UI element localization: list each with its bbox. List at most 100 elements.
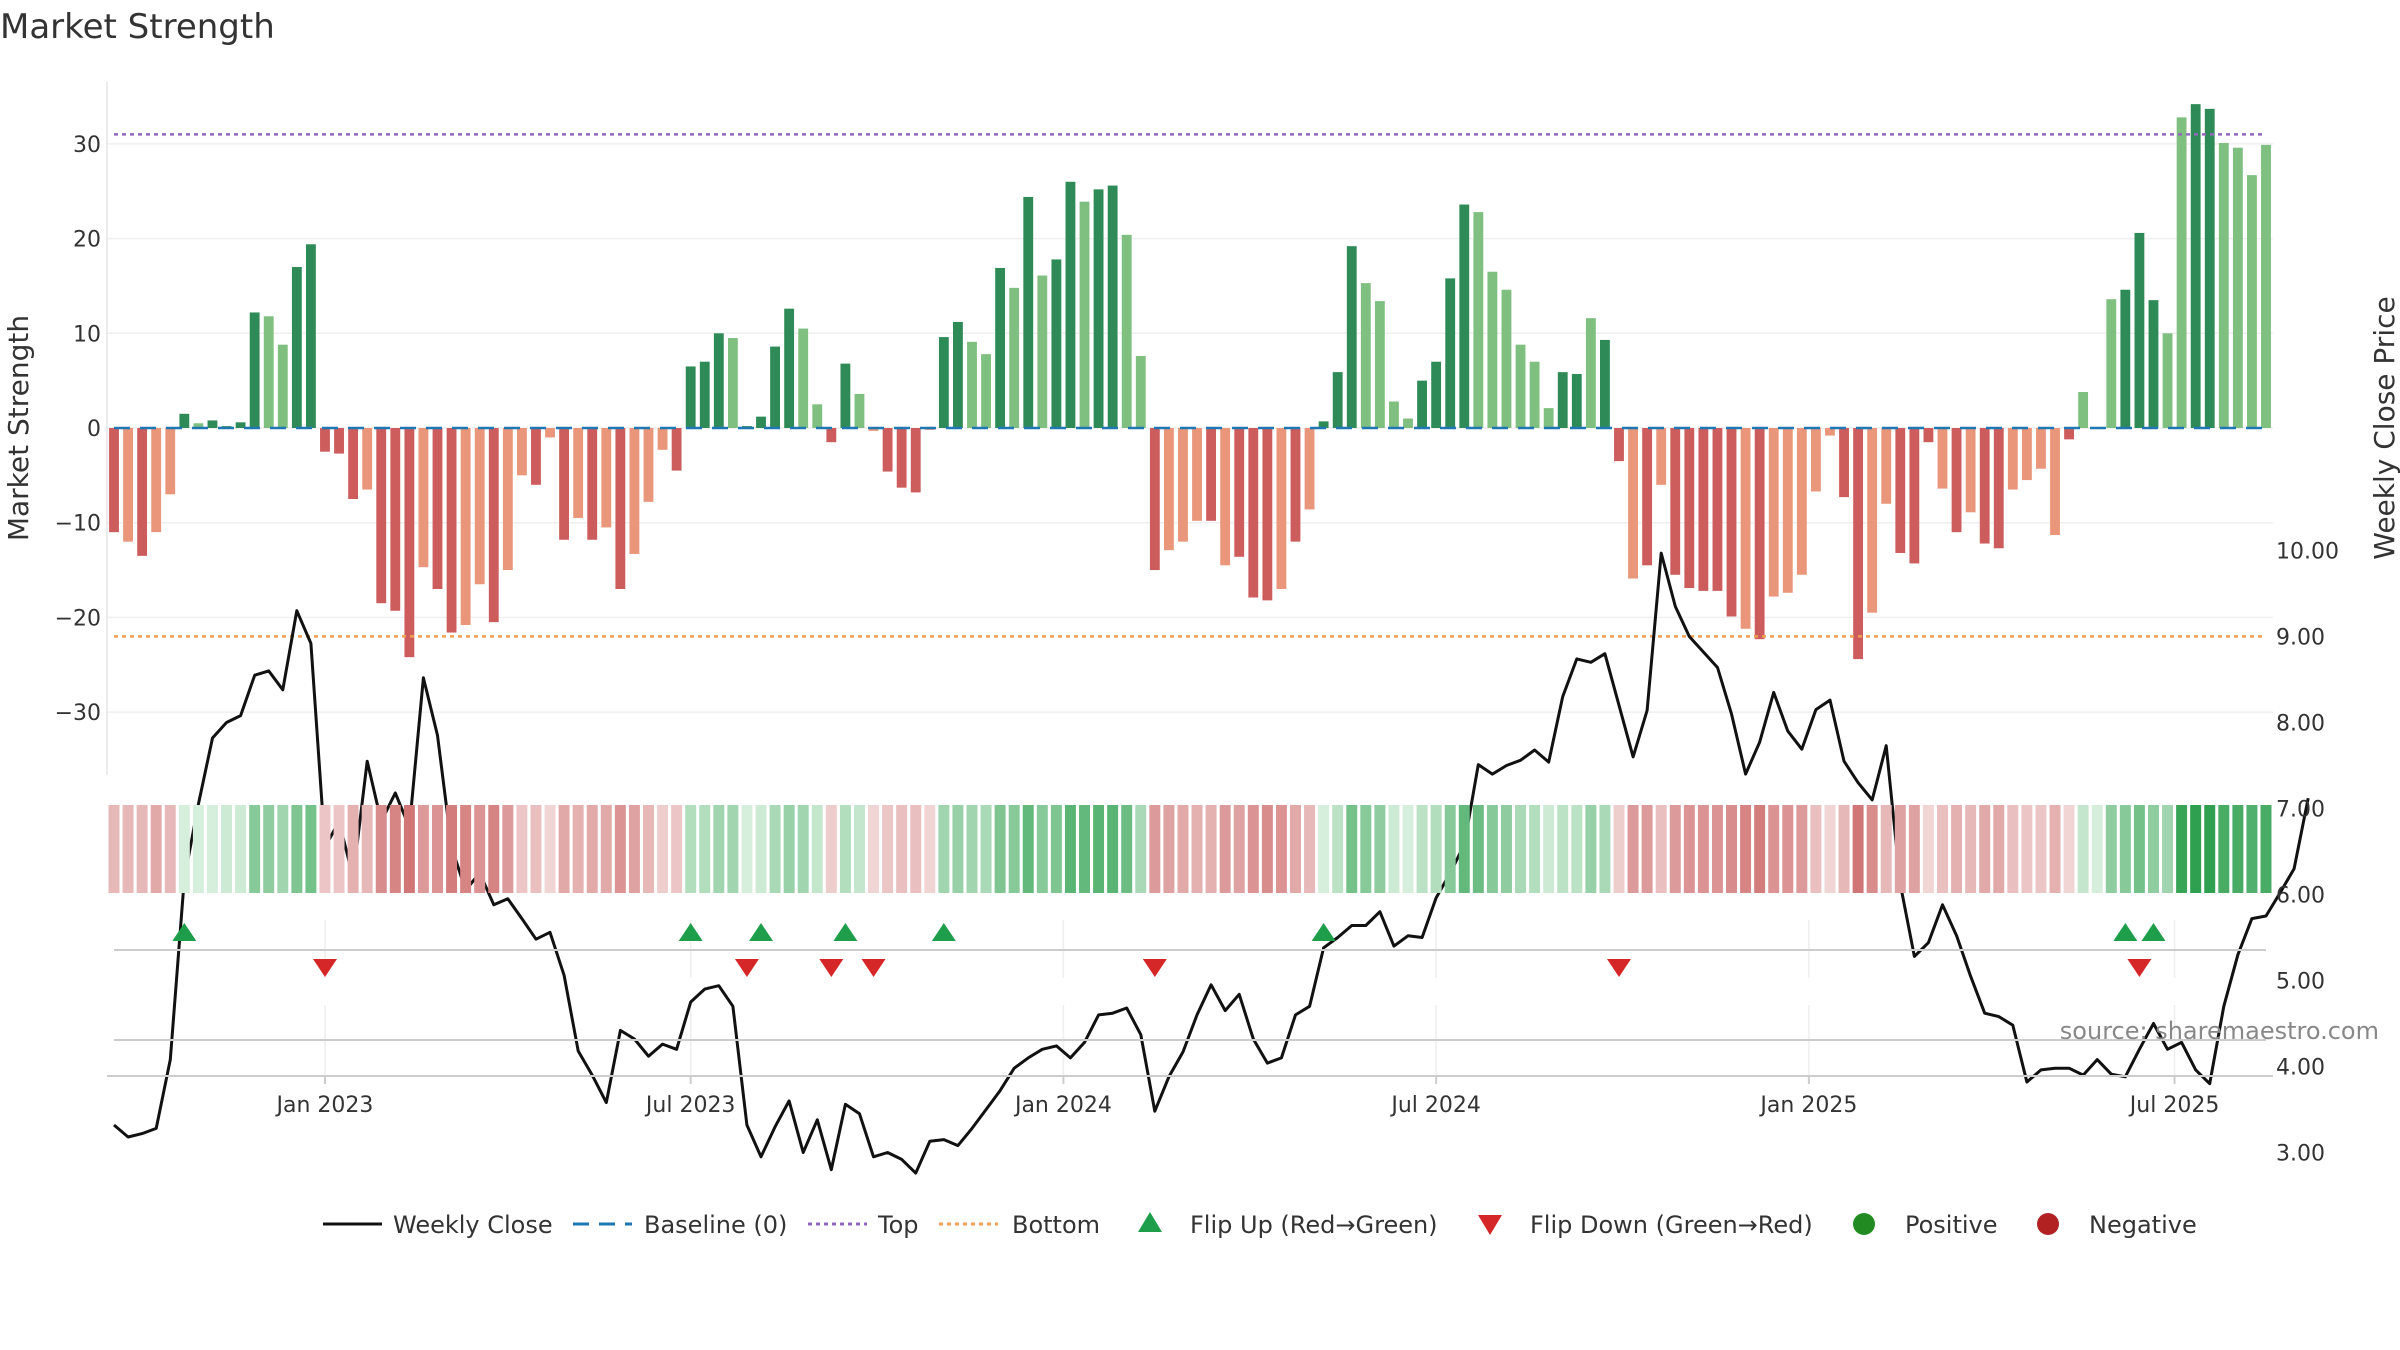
strength-bar <box>1473 212 1484 428</box>
heat-cell <box>882 805 894 893</box>
strength-bar <box>1009 287 1020 428</box>
heat-cell <box>1332 805 1344 893</box>
reference-lines <box>114 133 2266 638</box>
strength-bar <box>1642 428 1653 566</box>
strength-bars <box>109 104 2271 660</box>
heat-cell <box>1360 805 1372 893</box>
legend-baseline: Baseline (0) <box>644 1211 787 1239</box>
strength-bar <box>1332 372 1343 428</box>
heat-cell <box>375 805 387 893</box>
heat-cell <box>600 805 612 893</box>
strength-bar <box>798 328 809 428</box>
heat-cell <box>1219 805 1231 893</box>
heat-cell <box>910 805 922 893</box>
heat-cell <box>502 805 514 893</box>
strength-bar <box>1614 428 1624 462</box>
heat-cell <box>1149 805 1161 893</box>
heat-cell <box>544 805 556 893</box>
strength-bar <box>1571 374 1582 428</box>
strength-bar <box>784 308 795 428</box>
strength-bar <box>573 428 584 518</box>
strength-bar <box>1234 428 1245 557</box>
strength-bar <box>151 428 162 533</box>
strength-bar <box>1093 189 1104 428</box>
right-tick-label: 9.00 <box>2276 626 2325 651</box>
strength-bar <box>699 361 710 428</box>
strength-bar <box>516 428 527 476</box>
strength-bar <box>2120 289 2131 428</box>
strength-bar <box>2218 142 2229 428</box>
strength-bar <box>1712 428 1723 591</box>
right-tick-label: 5.00 <box>2276 970 2325 995</box>
heat-cell <box>1557 805 1569 893</box>
strength-bar <box>207 420 218 428</box>
flip-down-marker <box>312 959 337 977</box>
strength-heat-strip <box>108 805 2272 893</box>
heat-cell <box>1740 805 1752 893</box>
heat-cell <box>1880 805 1892 893</box>
left-tick-label: −30 <box>55 701 101 726</box>
strength-bar <box>1051 259 1062 428</box>
flip-down-marker <box>861 959 886 977</box>
x-axis-ticks: Jan 2023 Jul 2023 Jan 2024 Jul 2024 Jan 2025… <box>275 1076 2219 1118</box>
strength-bar <box>967 341 977 428</box>
strength-bar <box>1740 428 1751 629</box>
heat-cell <box>727 805 739 893</box>
strength-bar <box>1037 275 1048 428</box>
strength-bar <box>1937 428 1948 489</box>
strength-bar <box>854 393 865 428</box>
strength-bar <box>559 428 570 540</box>
strength-bar <box>334 428 344 454</box>
heat-cell <box>2133 805 2145 893</box>
strength-bar <box>1698 428 1709 591</box>
strength-bar <box>1853 428 1864 660</box>
heat-cell <box>178 805 190 893</box>
strength-bar <box>277 344 288 428</box>
heat-cell <box>1726 805 1738 893</box>
heat-cell <box>1655 805 1667 893</box>
heat-cell <box>1937 805 1948 893</box>
strength-bar <box>1515 344 1526 428</box>
heat-cell <box>1908 805 1920 893</box>
flip-up-marker <box>1311 923 1336 941</box>
strength-bar <box>404 428 415 658</box>
heat-cell <box>642 805 654 893</box>
strength-bar <box>1445 278 1456 428</box>
heat-cell <box>1613 805 1625 893</box>
strength-bar <box>2021 428 2032 481</box>
legend-negative-icon <box>2037 1213 2059 1235</box>
chart-title: Market Strength <box>0 7 275 47</box>
strength-bar <box>1867 428 1878 613</box>
strength-bar <box>1220 428 1231 566</box>
heat-cell <box>966 805 978 893</box>
heat-cell <box>2063 805 2075 893</box>
heat-cell <box>1290 805 1301 893</box>
heat-cell <box>206 805 218 893</box>
heat-cell <box>1993 805 2005 893</box>
strength-bar <box>1206 428 1217 521</box>
legend-positive: Positive <box>1905 1211 1998 1239</box>
strength-bar <box>1754 428 1765 640</box>
heat-cell <box>994 805 1006 893</box>
strength-bar <box>1993 428 2004 549</box>
strength-bar <box>896 428 907 488</box>
heat-cell <box>333 805 345 893</box>
flip-up-marker <box>2113 923 2138 941</box>
heat-cell <box>685 805 697 893</box>
strength-bar <box>2190 104 2201 428</box>
heat-cell <box>432 805 443 893</box>
strength-bar <box>1487 271 1498 428</box>
strength-bar <box>868 428 879 431</box>
heat-cell <box>628 805 640 893</box>
strength-bar <box>671 428 682 471</box>
heat-cell <box>1515 805 1527 893</box>
strength-bar <box>1431 361 1442 428</box>
heat-cell <box>1458 805 1470 893</box>
strength-bar <box>109 428 119 533</box>
strength-bar <box>882 428 893 472</box>
flip-up-marker <box>833 923 858 941</box>
strength-bar <box>756 416 766 428</box>
strength-bar <box>291 267 302 428</box>
heat-cell <box>1951 805 1963 893</box>
heat-cell <box>1318 805 1330 893</box>
